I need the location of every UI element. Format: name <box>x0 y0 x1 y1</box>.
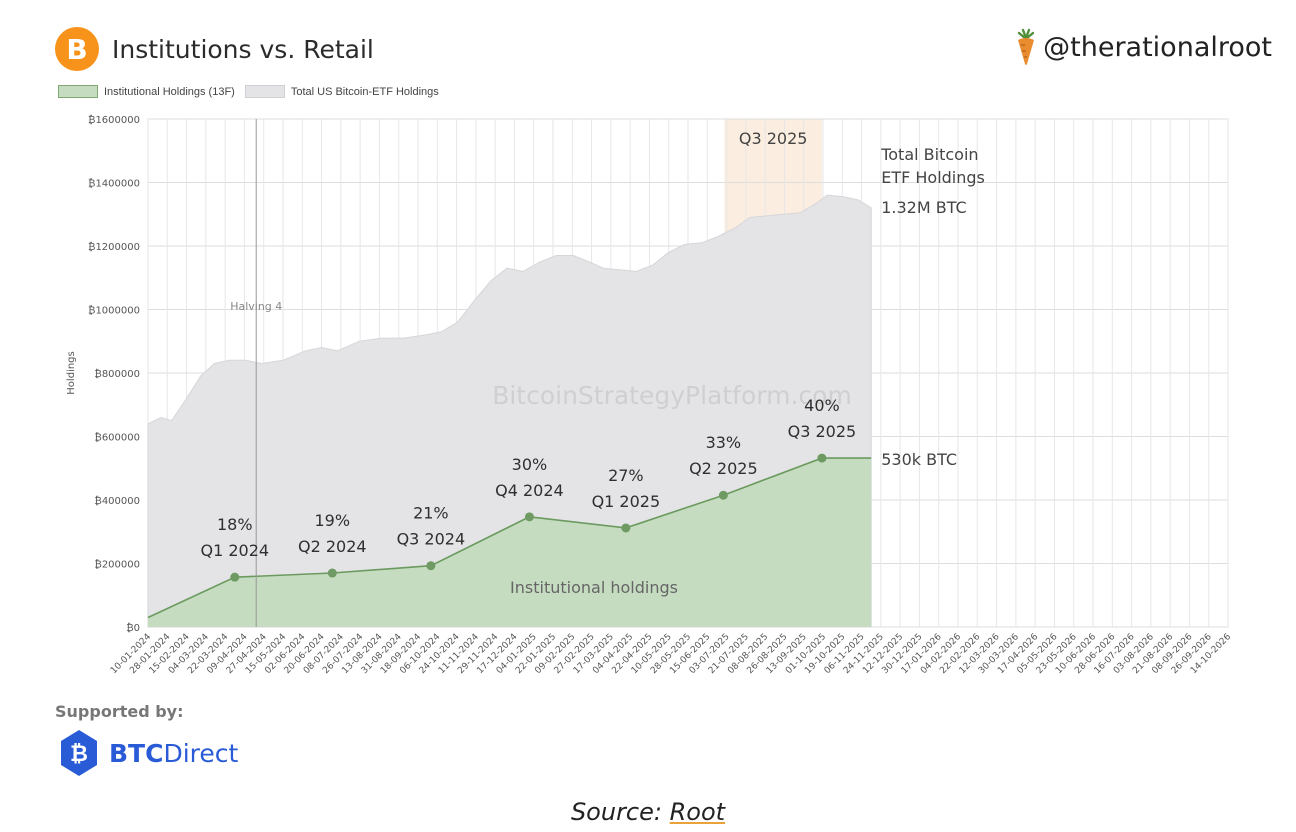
source-caption: Source: Root <box>0 798 1296 826</box>
data-label-quarter: Q1 2024 <box>200 541 269 560</box>
data-point-q1-2025 <box>621 523 631 533</box>
data-label-pct: 30% <box>512 455 548 474</box>
y-tick-label: ₿600000 <box>94 432 140 444</box>
q3-band-label: Q3 2025 <box>739 129 808 148</box>
chart-legend: Institutional Holdings (13F) Total US Bi… <box>58 85 449 98</box>
data-label-pct: 40% <box>804 396 840 415</box>
data-label-quarter: Q2 2025 <box>689 459 758 478</box>
header-title-row: B Institutions vs. Retail <box>55 26 374 72</box>
legend-label-total-etf: Total US Bitcoin-ETF Holdings <box>290 85 439 98</box>
data-label-pct: 18% <box>217 515 253 534</box>
author-handle: @therationalroot <box>1015 28 1272 66</box>
y-axis-title: Holdings <box>66 351 77 394</box>
data-label-quarter: Q1 2025 <box>592 492 661 511</box>
holdings-chart: ₿0 ₿200000 ₿400000 ₿600000 ₿800000 ₿1000000 ₿1… <box>66 114 1233 676</box>
data-label-pct: 27% <box>608 466 644 485</box>
total-etf-value-label: 1.32M BTC <box>881 198 967 217</box>
btcdirect-logo-icon: ₿ <box>61 730 97 776</box>
data-point-q3-2025 <box>817 453 827 463</box>
total-etf-label-line2: ETF Holdings <box>881 168 985 187</box>
page-title: Institutions vs. Retail <box>112 34 374 64</box>
y-tick-label: ₿200000 <box>94 559 140 571</box>
data-label-pct: 33% <box>706 433 742 452</box>
source-prefix: Source: <box>570 798 670 826</box>
btcdirect-wordmark-rest: Direct <box>163 738 239 768</box>
bitcoin-icon: B <box>55 27 99 71</box>
legend-swatch-institutional <box>58 85 98 98</box>
legend-label-institutional: Institutional Holdings (13F) <box>104 85 235 98</box>
handle-text: @therationalroot <box>1043 31 1272 63</box>
svg-text:₿: ₿ <box>70 742 88 767</box>
series-institutional-area <box>148 458 872 627</box>
data-point-q2-2024 <box>327 568 337 578</box>
carrot-icon <box>1017 28 1035 65</box>
data-label-pct: 21% <box>413 504 449 523</box>
total-etf-label-line1: Total Bitcoin <box>880 145 978 164</box>
data-label-quarter: Q3 2024 <box>397 530 466 549</box>
y-tick-label: ₿1600000 <box>88 114 140 126</box>
institutional-area-label: Institutional holdings <box>510 578 678 597</box>
btcdirect-wordmark: BTCDirect <box>109 739 238 768</box>
halving-label: Halving 4 <box>230 300 282 313</box>
institutional-value-label: 530k BTC <box>881 450 957 469</box>
y-tick-label: ₿0 <box>126 622 140 634</box>
y-tick-label: ₿1200000 <box>88 241 140 253</box>
data-label-pct: 19% <box>315 511 351 530</box>
y-tick-label: ₿800000 <box>94 368 140 380</box>
y-tick-label: ₿1000000 <box>88 305 140 317</box>
y-tick-label: ₿400000 <box>94 495 140 507</box>
legend-item-institutional[interactable]: Institutional Holdings (13F) <box>58 85 235 98</box>
data-label-quarter: Q3 2025 <box>788 422 857 441</box>
data-label-quarter: Q4 2024 <box>495 481 564 500</box>
btcdirect-logo: ₿ BTCDirect <box>57 728 238 778</box>
data-point-q4-2024 <box>524 512 534 522</box>
data-point-q2-2025 <box>718 490 728 500</box>
source-link[interactable]: Root <box>669 798 726 826</box>
data-point-q3-2024 <box>426 561 436 571</box>
watermark-text: BitcoinStrategyPlatform.com <box>492 381 852 410</box>
supported-by-label: Supported by: <box>55 702 184 721</box>
data-label-quarter: Q2 2024 <box>298 537 367 556</box>
data-point-q1-2024 <box>230 572 240 582</box>
legend-item-total-etf[interactable]: Total US Bitcoin-ETF Holdings <box>244 85 439 98</box>
y-tick-label: ₿1400000 <box>88 178 140 190</box>
btcdirect-wordmark-bold: BTC <box>109 738 164 768</box>
legend-swatch-total-etf <box>244 85 285 98</box>
